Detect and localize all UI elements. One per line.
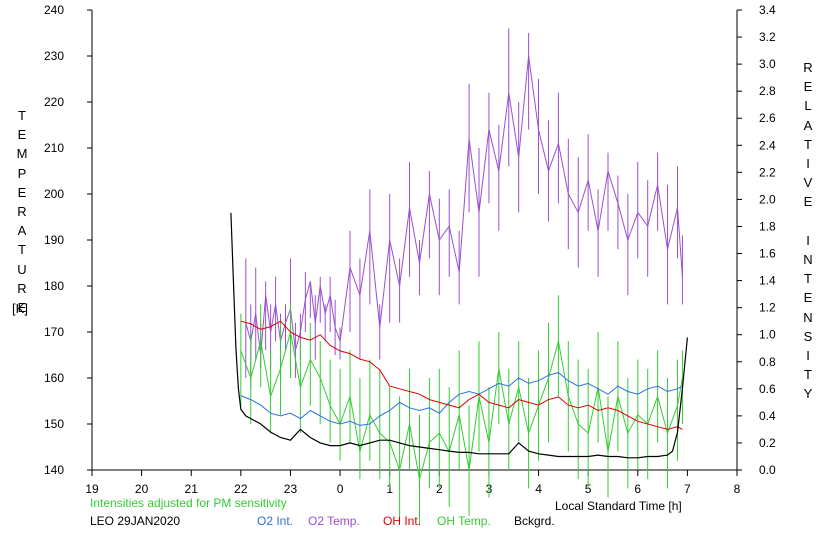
left-axis-unit: [K] (12, 301, 28, 316)
series-oh-temp (240, 295, 683, 526)
legend-entry: OH Int. (383, 514, 422, 528)
x-tick-label: 1 (386, 482, 393, 496)
series-line (240, 372, 683, 426)
x-tick-label: 21 (185, 482, 199, 496)
right-tick-label: 1.2 (759, 301, 776, 315)
right-tick-label: 0.6 (759, 382, 776, 396)
right-tick-label: 2.4 (759, 138, 776, 152)
x-tick-label: 5 (585, 482, 592, 496)
station-label: LEO 29JAN2020 (90, 514, 181, 528)
x-tick-label: 8 (734, 482, 741, 496)
left-axis-ticks: 140 150 160 170 180 190 200 210 220 230 240 (44, 3, 92, 477)
right-tick-label: 2.0 (759, 192, 776, 206)
left-tick-label: 180 (44, 279, 64, 293)
series-oh-int (240, 320, 683, 430)
right-tick-label: 0.2 (759, 436, 776, 450)
right-tick-label: 3.2 (759, 30, 776, 44)
right-tick-label: 1.8 (759, 219, 776, 233)
x-tick-label: 7 (684, 482, 691, 496)
left-tick-label: 140 (44, 463, 64, 477)
legend-entry: Bckgrd. (514, 514, 555, 528)
left-tick-label: 150 (44, 417, 64, 431)
left-tick-label: 160 (44, 371, 64, 385)
x-axis-ticks: 1920212223012345678 (85, 470, 741, 496)
series-layer (230, 28, 688, 526)
right-tick-label: 3.0 (759, 57, 776, 71)
left-tick-label: 200 (44, 187, 64, 201)
right-tick-label: 2.6 (759, 111, 776, 125)
left-tick-label: 210 (44, 141, 64, 155)
x-tick-label: 23 (284, 482, 298, 496)
series-o2-temp (245, 28, 683, 388)
right-tick-label: 2.2 (759, 165, 776, 179)
series-line (230, 212, 688, 459)
x-tick-label: 4 (535, 482, 542, 496)
right-tick-label: 1.4 (759, 274, 776, 288)
series-line (240, 331, 683, 480)
series-line (240, 320, 683, 430)
legend-entry: O2 Int. (257, 514, 294, 528)
plot-frame (91, 10, 738, 471)
right-tick-label: 0.8 (759, 355, 776, 369)
right-tick-label: 1.0 (759, 328, 776, 342)
right-tick-label: 0.0 (759, 463, 776, 477)
left-tick-label: 240 (44, 3, 64, 17)
series-line (245, 55, 683, 356)
right-axis-ticks: 0.0 0.2 0.4 0.6 0.8 1.0 1.2 1.4 1.6 1.8 2.0 2.2 2.4 2… (737, 3, 776, 477)
x-tick-label: 19 (85, 482, 99, 496)
left-tick-label: 220 (44, 95, 64, 109)
series-bckgrd (230, 212, 688, 459)
x-tick-label: 2 (436, 482, 443, 496)
right-tick-label: 2.8 (759, 84, 776, 98)
left-tick-label: 190 (44, 233, 64, 247)
legend-entry: O2 Temp. (308, 514, 360, 528)
x-tick-label: 0 (337, 482, 344, 496)
x-tick-label: 20 (135, 482, 149, 496)
right-tick-label: 3.4 (759, 3, 776, 17)
right-tick-label: 1.6 (759, 247, 776, 261)
left-tick-label: 230 (44, 49, 64, 63)
x-tick-label: 6 (634, 482, 641, 496)
left-tick-label: 170 (44, 325, 64, 339)
series-o2-int (240, 372, 683, 426)
right-tick-label: 0.4 (759, 409, 776, 423)
x-tick-label: 22 (234, 482, 248, 496)
legend-entry: OH Temp. (437, 514, 491, 528)
sensitivity-note: Intensities adjusted for PM sensitivity (90, 496, 287, 510)
x-axis-label: Local Standard Time [h] (555, 499, 682, 513)
